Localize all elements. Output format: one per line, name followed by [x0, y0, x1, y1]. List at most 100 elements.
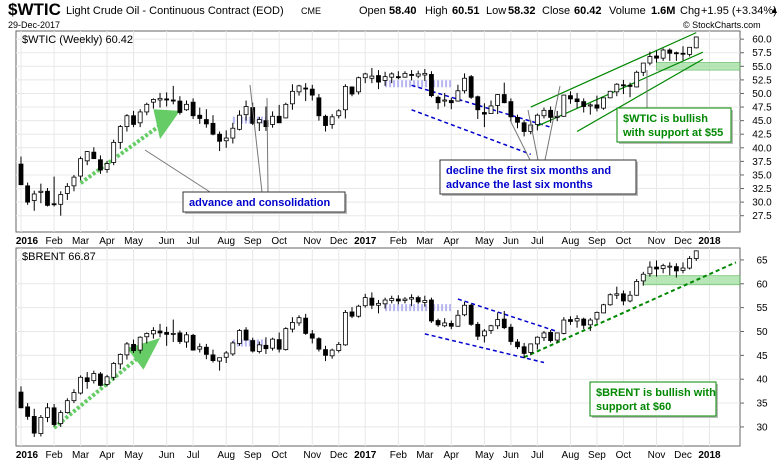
brent-candle-body: [98, 373, 103, 386]
brent-candle-body: [488, 325, 494, 331]
wtic-candle-body: [389, 73, 395, 78]
wtic-candle-body: [98, 159, 103, 171]
header-low: 58.32: [508, 5, 536, 17]
wtic-candle-body: [150, 99, 156, 103]
brent-xtick-label: Dec: [674, 450, 692, 461]
wtic-annotations: advance and consolidation decline the fir…: [144, 70, 733, 214]
wtic-candle-body: [237, 114, 242, 130]
wtic-xtick-label: 2018: [698, 236, 721, 247]
brent-candle-body: [660, 265, 666, 269]
brent-y-axis: 30 35 40 45 50 55 60 65: [740, 255, 768, 433]
brent-candle-body: [342, 312, 348, 346]
wtic-candle-body: [488, 105, 494, 114]
wtic-xtick-label: Apr: [444, 236, 460, 247]
wtic-candle-body: [587, 104, 593, 107]
brent-xtick-label: Mar: [72, 450, 90, 461]
wtic-candle-body: [336, 110, 342, 117]
wtic-candle-body: [660, 49, 666, 59]
wtic-candle-body: [71, 176, 77, 187]
wtic-candle-body: [541, 109, 547, 117]
brent-candle-body: [290, 322, 295, 330]
brent-candle-body: [481, 330, 487, 337]
wtic-candle-body: [448, 100, 454, 104]
wtic-candle-body: [680, 52, 686, 55]
wtic-candle-body: [667, 49, 673, 54]
wtic-xtick-label: Jun: [159, 236, 175, 247]
wtic-xtick-label: 2016: [16, 236, 39, 247]
wtic-candle-body: [309, 88, 315, 96]
wtic-candle-body: [568, 95, 573, 100]
brent-x-axis: 2016 Feb Mar Apr May Jun Jul Aug Sep Oct Nov Dec 201…: [16, 450, 721, 461]
wtic-ytick-label: 50.0: [752, 89, 772, 100]
wtic-ytick-label: 32.5: [752, 184, 772, 195]
brent-ytick-label: 40: [756, 375, 768, 386]
header-high: 60.51: [452, 5, 480, 17]
brent-candle-body: [581, 318, 587, 326]
brent-candle-body: [607, 294, 613, 306]
brent-candle-body: [84, 377, 90, 382]
brent-candle-body: [548, 332, 553, 341]
brent-candle-body: [395, 298, 401, 302]
brent-candle-body: [654, 266, 659, 270]
brent-candle-body: [475, 323, 481, 337]
brent-down-channel-upper: [457, 298, 558, 333]
wtic-x-axis: 2016 Feb Mar Apr May Jun Jul Aug Sep Oct Nov Dec 201…: [16, 236, 721, 247]
brent-ytick-label: 55: [756, 303, 768, 314]
brent-candle-body: [568, 319, 573, 322]
wtic-advance-arrow-shaft: [79, 119, 168, 185]
brent-candle-body: [217, 357, 223, 362]
wtic-candle-body: [203, 119, 209, 125]
brent-candle-body: [51, 407, 57, 425]
brent-candle-body: [303, 317, 309, 334]
brent-candle-body: [389, 298, 395, 301]
brent-candles: [18, 250, 699, 437]
wtic-panel: 27.5 30.0 32.5 35.0 37.5 40.0 42.5 45.0 47.5 50.0…: [15, 30, 772, 247]
brent-candle-body: [170, 333, 176, 335]
brent-ytick-label: 30: [756, 422, 768, 433]
wtic-candle-body: [640, 62, 646, 73]
wtic-ytick-label: 37.5: [752, 157, 772, 168]
brent-candle-body: [621, 293, 626, 302]
brent-xtick-label: Aug: [217, 450, 235, 461]
wtic-candle-body: [594, 104, 600, 109]
brent-ytick-label: 65: [756, 255, 768, 266]
brent-candle-body: [667, 265, 673, 268]
wtic-candle-body: [462, 77, 467, 92]
wtic-candle-body: [170, 99, 176, 102]
wtic-candle-body: [693, 36, 699, 49]
brent-candle-body: [409, 297, 414, 300]
header-chg: +1.95 (+3.34%): [701, 5, 777, 17]
wtic-candle-body: [303, 87, 309, 90]
wtic-xtick-label: Dec: [330, 236, 348, 247]
brent-candle-body: [369, 297, 375, 306]
brent-ann-1-text: $BRENT is bullish with: [596, 387, 716, 399]
brent-candle-body: [329, 349, 335, 357]
brent-candle-body: [203, 346, 209, 355]
wtic-candle-body: [111, 141, 117, 163]
brent-candle-body: [640, 273, 646, 282]
wtic-candle-body: [614, 83, 620, 93]
wtic-candle-body: [581, 101, 587, 107]
wtic-xtick-label: Jul: [531, 236, 544, 247]
brent-candle-body: [435, 320, 441, 326]
brent-candle-body: [693, 250, 699, 259]
wtic-ann-2-text: advance the last six months: [446, 179, 593, 191]
wtic-candle-body: [673, 52, 679, 55]
brent-candle-body: [78, 376, 83, 394]
brent-candle-body: [455, 314, 461, 327]
wtic-candle-body: [184, 103, 189, 111]
brent-candle-body: [111, 363, 117, 378]
wtic-candle-body: [356, 77, 362, 93]
brent-candle-body: [263, 344, 269, 350]
wtic-candle-body: [634, 71, 640, 88]
wtic-candle-body: [621, 84, 626, 87]
wtic-xtick-label: 2017: [354, 236, 377, 247]
brent-candle-body: [415, 297, 421, 303]
header-date: 29-Dec-2017: [8, 20, 60, 30]
brent-xtick-label: Apr: [444, 450, 460, 461]
wtic-candle-body: [574, 98, 580, 103]
brent-xtick-label: Feb: [390, 450, 408, 461]
wtic-candle-body: [521, 122, 527, 132]
wtic-candle-body: [402, 72, 408, 78]
wtic-ann-2-box: [439, 159, 637, 195]
